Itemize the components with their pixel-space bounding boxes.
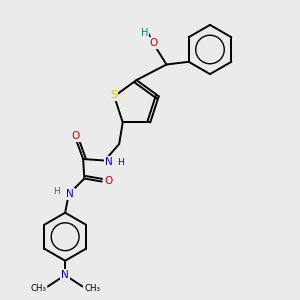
Text: N: N [105,157,113,167]
Text: H: H [53,187,59,196]
Text: N: N [61,270,69,280]
Text: N: N [66,189,74,199]
Text: H: H [117,158,124,167]
Text: CH₃: CH₃ [84,284,100,292]
Text: O: O [71,130,80,141]
Text: H: H [141,28,148,38]
Text: O: O [149,38,157,48]
Text: CH₃: CH₃ [30,284,46,292]
Text: O: O [104,176,112,186]
Text: S: S [110,90,117,100]
